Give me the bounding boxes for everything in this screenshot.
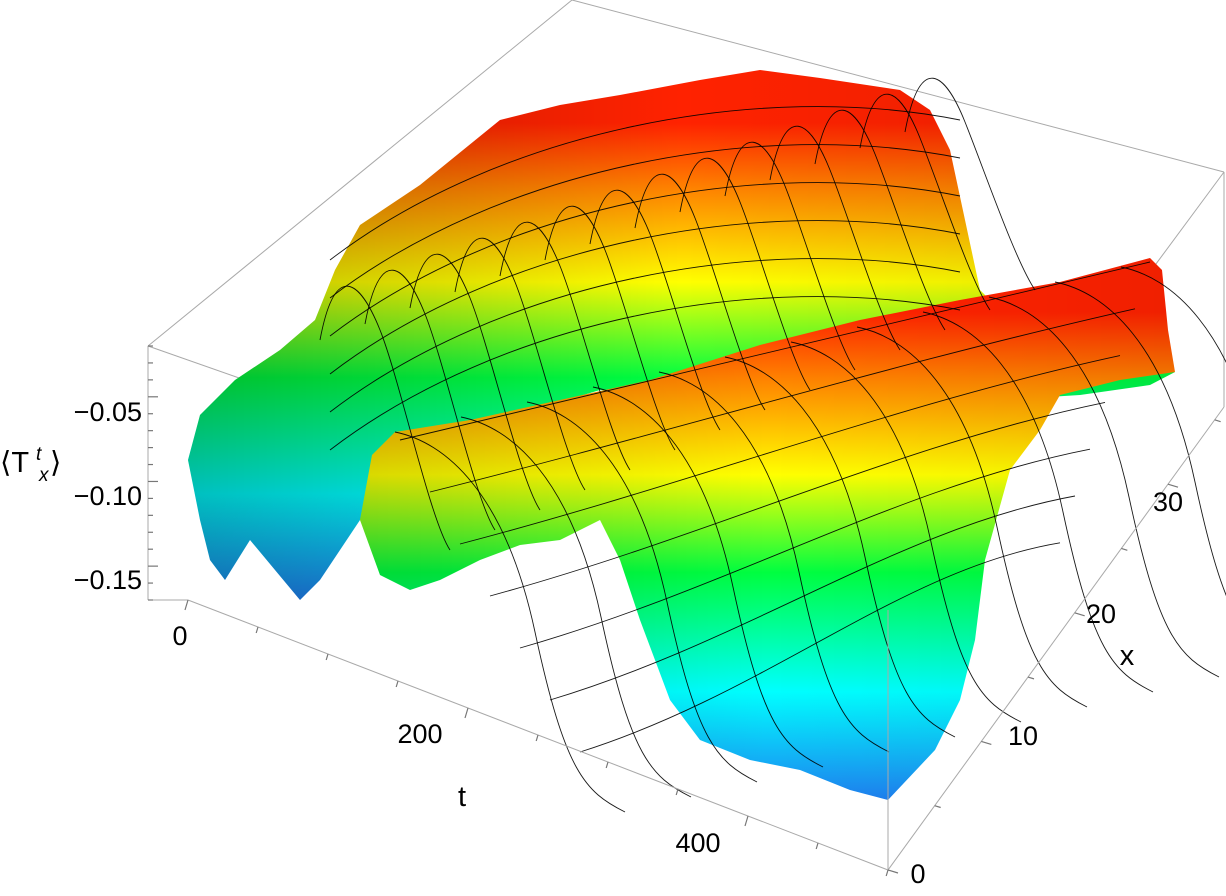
front-ridge-mesh-line xyxy=(988,296,1220,678)
z-axis-title-main: ⟨T xyxy=(0,447,29,479)
x-tick-mark xyxy=(1027,676,1035,680)
z-axis-title: ⟨T t x ⟩ xyxy=(0,444,61,486)
front-ridge-mesh-line xyxy=(856,326,1088,708)
t-tick-mark xyxy=(744,815,749,827)
back-ridge-mesh-line xyxy=(364,269,496,531)
surface-mesh xyxy=(319,77,1226,813)
t-tick-label: 400 xyxy=(675,828,720,858)
back-ridge-mesh-line xyxy=(769,125,901,351)
front-ridge-mesh-line xyxy=(519,448,1091,649)
front-ridge-mesh-line xyxy=(429,308,1136,493)
z-axis-ticks xyxy=(148,345,158,601)
z-tick-label: −0.10 xyxy=(74,481,142,511)
t-axis-ticks xyxy=(184,599,889,877)
back-ridge-mesh-line xyxy=(329,220,961,375)
back-ridge-mesh-line xyxy=(499,221,631,471)
t-tick-mark xyxy=(605,761,609,769)
front-ridge-mesh-line xyxy=(460,416,692,798)
back-ridge-mesh-line xyxy=(724,141,856,371)
box-edge xyxy=(571,0,1225,173)
t-tick-mark xyxy=(675,788,679,796)
back-ridge-mesh-line xyxy=(409,253,541,511)
z-tick-label: −0.05 xyxy=(74,397,142,427)
front-ridge-mesh-line xyxy=(526,401,758,783)
z-axis-title-sub: x xyxy=(38,465,50,486)
z-tick-label: −0.15 xyxy=(74,565,142,595)
t-tick-mark xyxy=(395,680,399,688)
t-tick-mark xyxy=(255,626,259,634)
t-tick-label: 0 xyxy=(172,621,187,651)
t-tick-label: 200 xyxy=(397,719,442,749)
back-ridge-mesh-line xyxy=(589,189,721,431)
back-ridge-mesh-line xyxy=(544,205,676,451)
x-axis-ticks xyxy=(887,419,1221,874)
box-edge xyxy=(147,0,573,347)
front-ridge-mesh-line xyxy=(1120,266,1226,364)
front-ridge-mesh-line xyxy=(724,356,956,738)
front-ridge-mesh-line xyxy=(922,311,1154,693)
back-ridge-mesh-line xyxy=(814,109,946,331)
t-tick-mark xyxy=(184,599,189,611)
front-ridge-mesh-line xyxy=(1054,281,1226,596)
z-axis-title-sup: t xyxy=(36,444,42,465)
back-ridge-mesh-line xyxy=(329,106,961,261)
back-ridge-mesh-line xyxy=(454,237,586,491)
x-tick-label: 30 xyxy=(1153,487,1183,517)
x-tick-mark xyxy=(1167,483,1179,488)
z-axis-title-close: ⟩ xyxy=(50,447,61,479)
x-tick-mark xyxy=(934,805,941,809)
x-tick-mark xyxy=(1074,612,1085,617)
front-ridge-mesh-line xyxy=(790,341,1022,723)
back-ridge-mesh-line xyxy=(319,285,451,551)
x-axis-title: x xyxy=(1120,640,1135,672)
back-ridge-shade xyxy=(188,70,1175,600)
front-ridge-shade xyxy=(360,258,1175,800)
back-ridge-mesh-line xyxy=(904,77,1036,291)
t-tick-mark xyxy=(464,707,469,719)
x-tick-label: 10 xyxy=(1008,721,1038,751)
t-tick-mark xyxy=(815,842,819,850)
back-ridge-mesh-line xyxy=(329,182,961,337)
x-tick-label: 0 xyxy=(910,859,925,889)
front-ridge-mesh-line xyxy=(658,371,890,753)
front-ridge-mesh-line xyxy=(459,355,1121,545)
t-tick-mark xyxy=(535,734,539,742)
x-tick-mark xyxy=(1121,547,1128,551)
back-ridge-mesh-line xyxy=(859,93,991,311)
x-tick-mark xyxy=(981,740,992,745)
front-ridge-mesh-line xyxy=(489,401,1106,597)
front-ridge-mesh-line xyxy=(549,495,1076,701)
back-ridge-mesh-line xyxy=(634,173,766,411)
surface xyxy=(188,70,1226,813)
x-tick-mark xyxy=(1214,419,1221,423)
t-tick-mark xyxy=(325,653,329,661)
t-axis-title: t xyxy=(458,781,466,813)
front-ridge-mesh-line xyxy=(579,542,1061,753)
x-tick-label: 20 xyxy=(1086,599,1116,629)
back-ridge-mesh-line xyxy=(329,144,961,299)
t-tick-mark xyxy=(885,869,889,877)
front-ridge-mesh-line xyxy=(592,386,824,768)
back-ridge-mesh-line xyxy=(329,296,961,451)
back-ridge-mesh-line xyxy=(329,258,961,413)
front-ridge-mesh-line xyxy=(394,431,626,813)
x-tick-mark xyxy=(887,869,899,874)
